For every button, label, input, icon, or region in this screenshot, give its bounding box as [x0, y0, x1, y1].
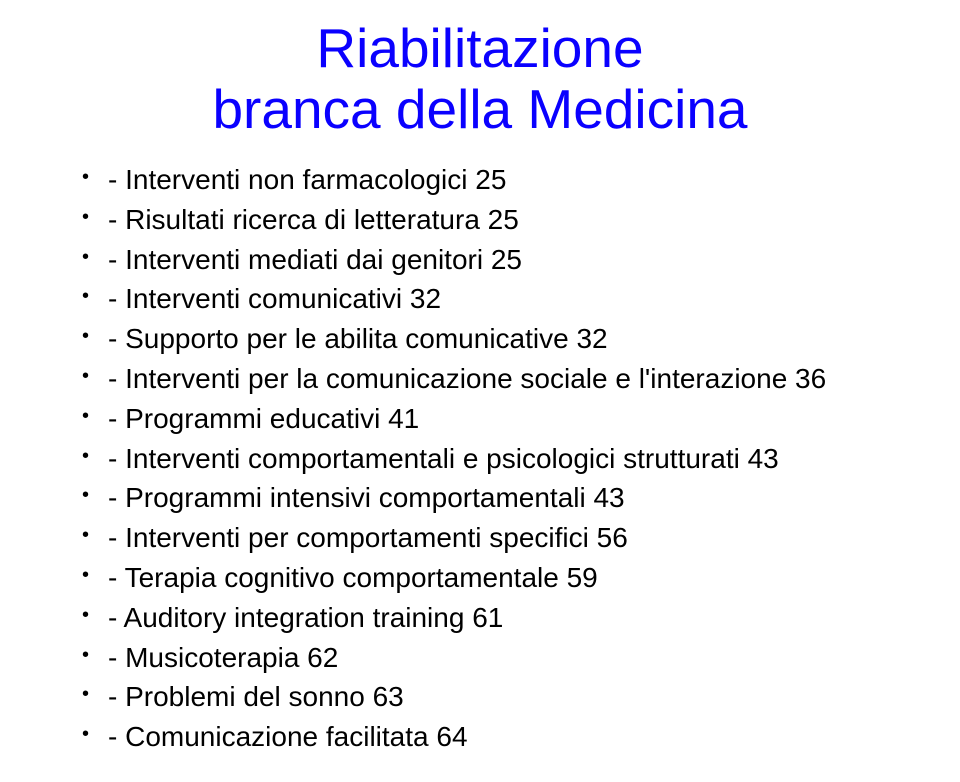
- list-item: - Terapia cognitivo comportamentale 59: [108, 559, 930, 597]
- slide-title-block: Riabilitazione branca della Medicina: [30, 18, 930, 139]
- list-item: - Interventi per comportamenti specifici…: [108, 519, 930, 557]
- list-item: - Interventi non farmacologici 25: [108, 161, 930, 199]
- list-item: - Supporto per le abilita comunicative 3…: [108, 320, 930, 358]
- list-item: - Interventi mediati dai genitori 25: [108, 241, 930, 279]
- list-item: - Comunicazione facilitata 64: [108, 718, 930, 756]
- list-item: - Programmi educativi 41: [108, 400, 930, 438]
- title-line-2: branca della Medicina: [30, 79, 930, 140]
- bullet-list: - Interventi non farmacologici 25 - Risu…: [30, 161, 930, 756]
- list-item: - Musicoterapia 62: [108, 639, 930, 677]
- list-item: - Interventi comportamentali e psicologi…: [108, 440, 930, 478]
- list-item: - Interventi comunicativi 32: [108, 280, 930, 318]
- list-item: - Programmi intensivi comportamentali 43: [108, 479, 930, 517]
- list-item: - Risultati ricerca di letteratura 25: [108, 201, 930, 239]
- list-item: - Auditory integration training 61: [108, 599, 930, 637]
- title-line-1: Riabilitazione: [30, 18, 930, 79]
- list-item: - Interventi per la comunicazione social…: [108, 360, 930, 398]
- list-item: - Problemi del sonno 63: [108, 678, 930, 716]
